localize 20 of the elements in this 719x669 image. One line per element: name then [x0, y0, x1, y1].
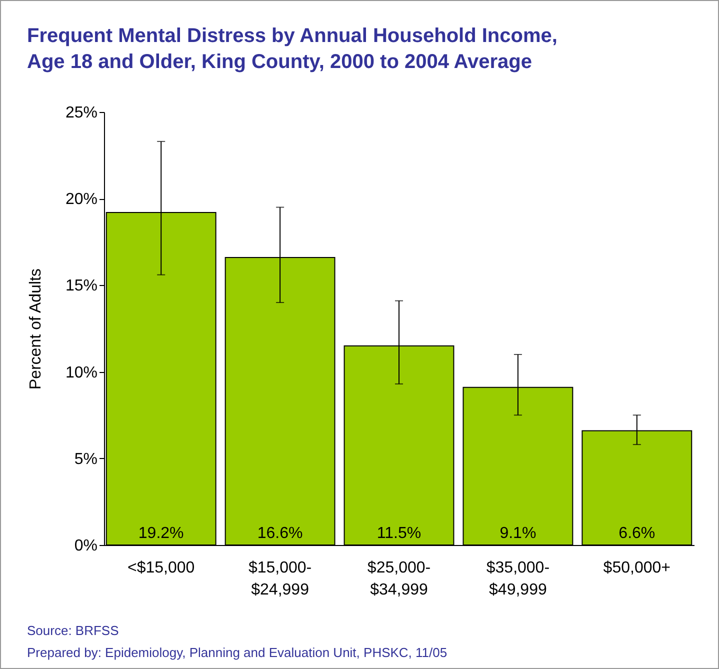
- x-tick-label: $35,000-$49,999: [486, 560, 550, 598]
- y-tick-label: 20%: [65, 191, 98, 208]
- y-tick-label: 25%: [65, 104, 98, 122]
- data-label: 19.2%: [138, 525, 184, 542]
- y-tick-label: 5%: [74, 450, 98, 468]
- source-note: Source: BRFSS: [27, 622, 120, 640]
- data-label: 16.6%: [257, 525, 303, 542]
- x-tick-label: $15,000-$24,999: [248, 560, 312, 598]
- data-label: 11.5%: [376, 525, 422, 542]
- y-axis-title: Percent of Adults: [27, 268, 44, 390]
- y-tick-label: 0%: [74, 538, 98, 554]
- x-tick-label: <$15,000: [128, 560, 195, 576]
- data-label: 6.6%: [618, 525, 656, 542]
- chart-title: Frequent Mental Distress by Annual Household Income, Age 18 and Older, King County, 2000 to 2004 Average: [27, 24, 558, 75]
- y-tick-label: 15%: [65, 278, 98, 295]
- y-tick-label: 10%: [65, 364, 98, 382]
- x-tick-label: $25,000-$34,999: [367, 560, 431, 598]
- x-tick-label: $50,000+: [603, 560, 670, 576]
- data-label: 9.1%: [500, 525, 536, 542]
- text: Prepared by: Epidemiology, Planning and Evaluation Unit, PHSKC, 11/05: [27, 644, 448, 662]
